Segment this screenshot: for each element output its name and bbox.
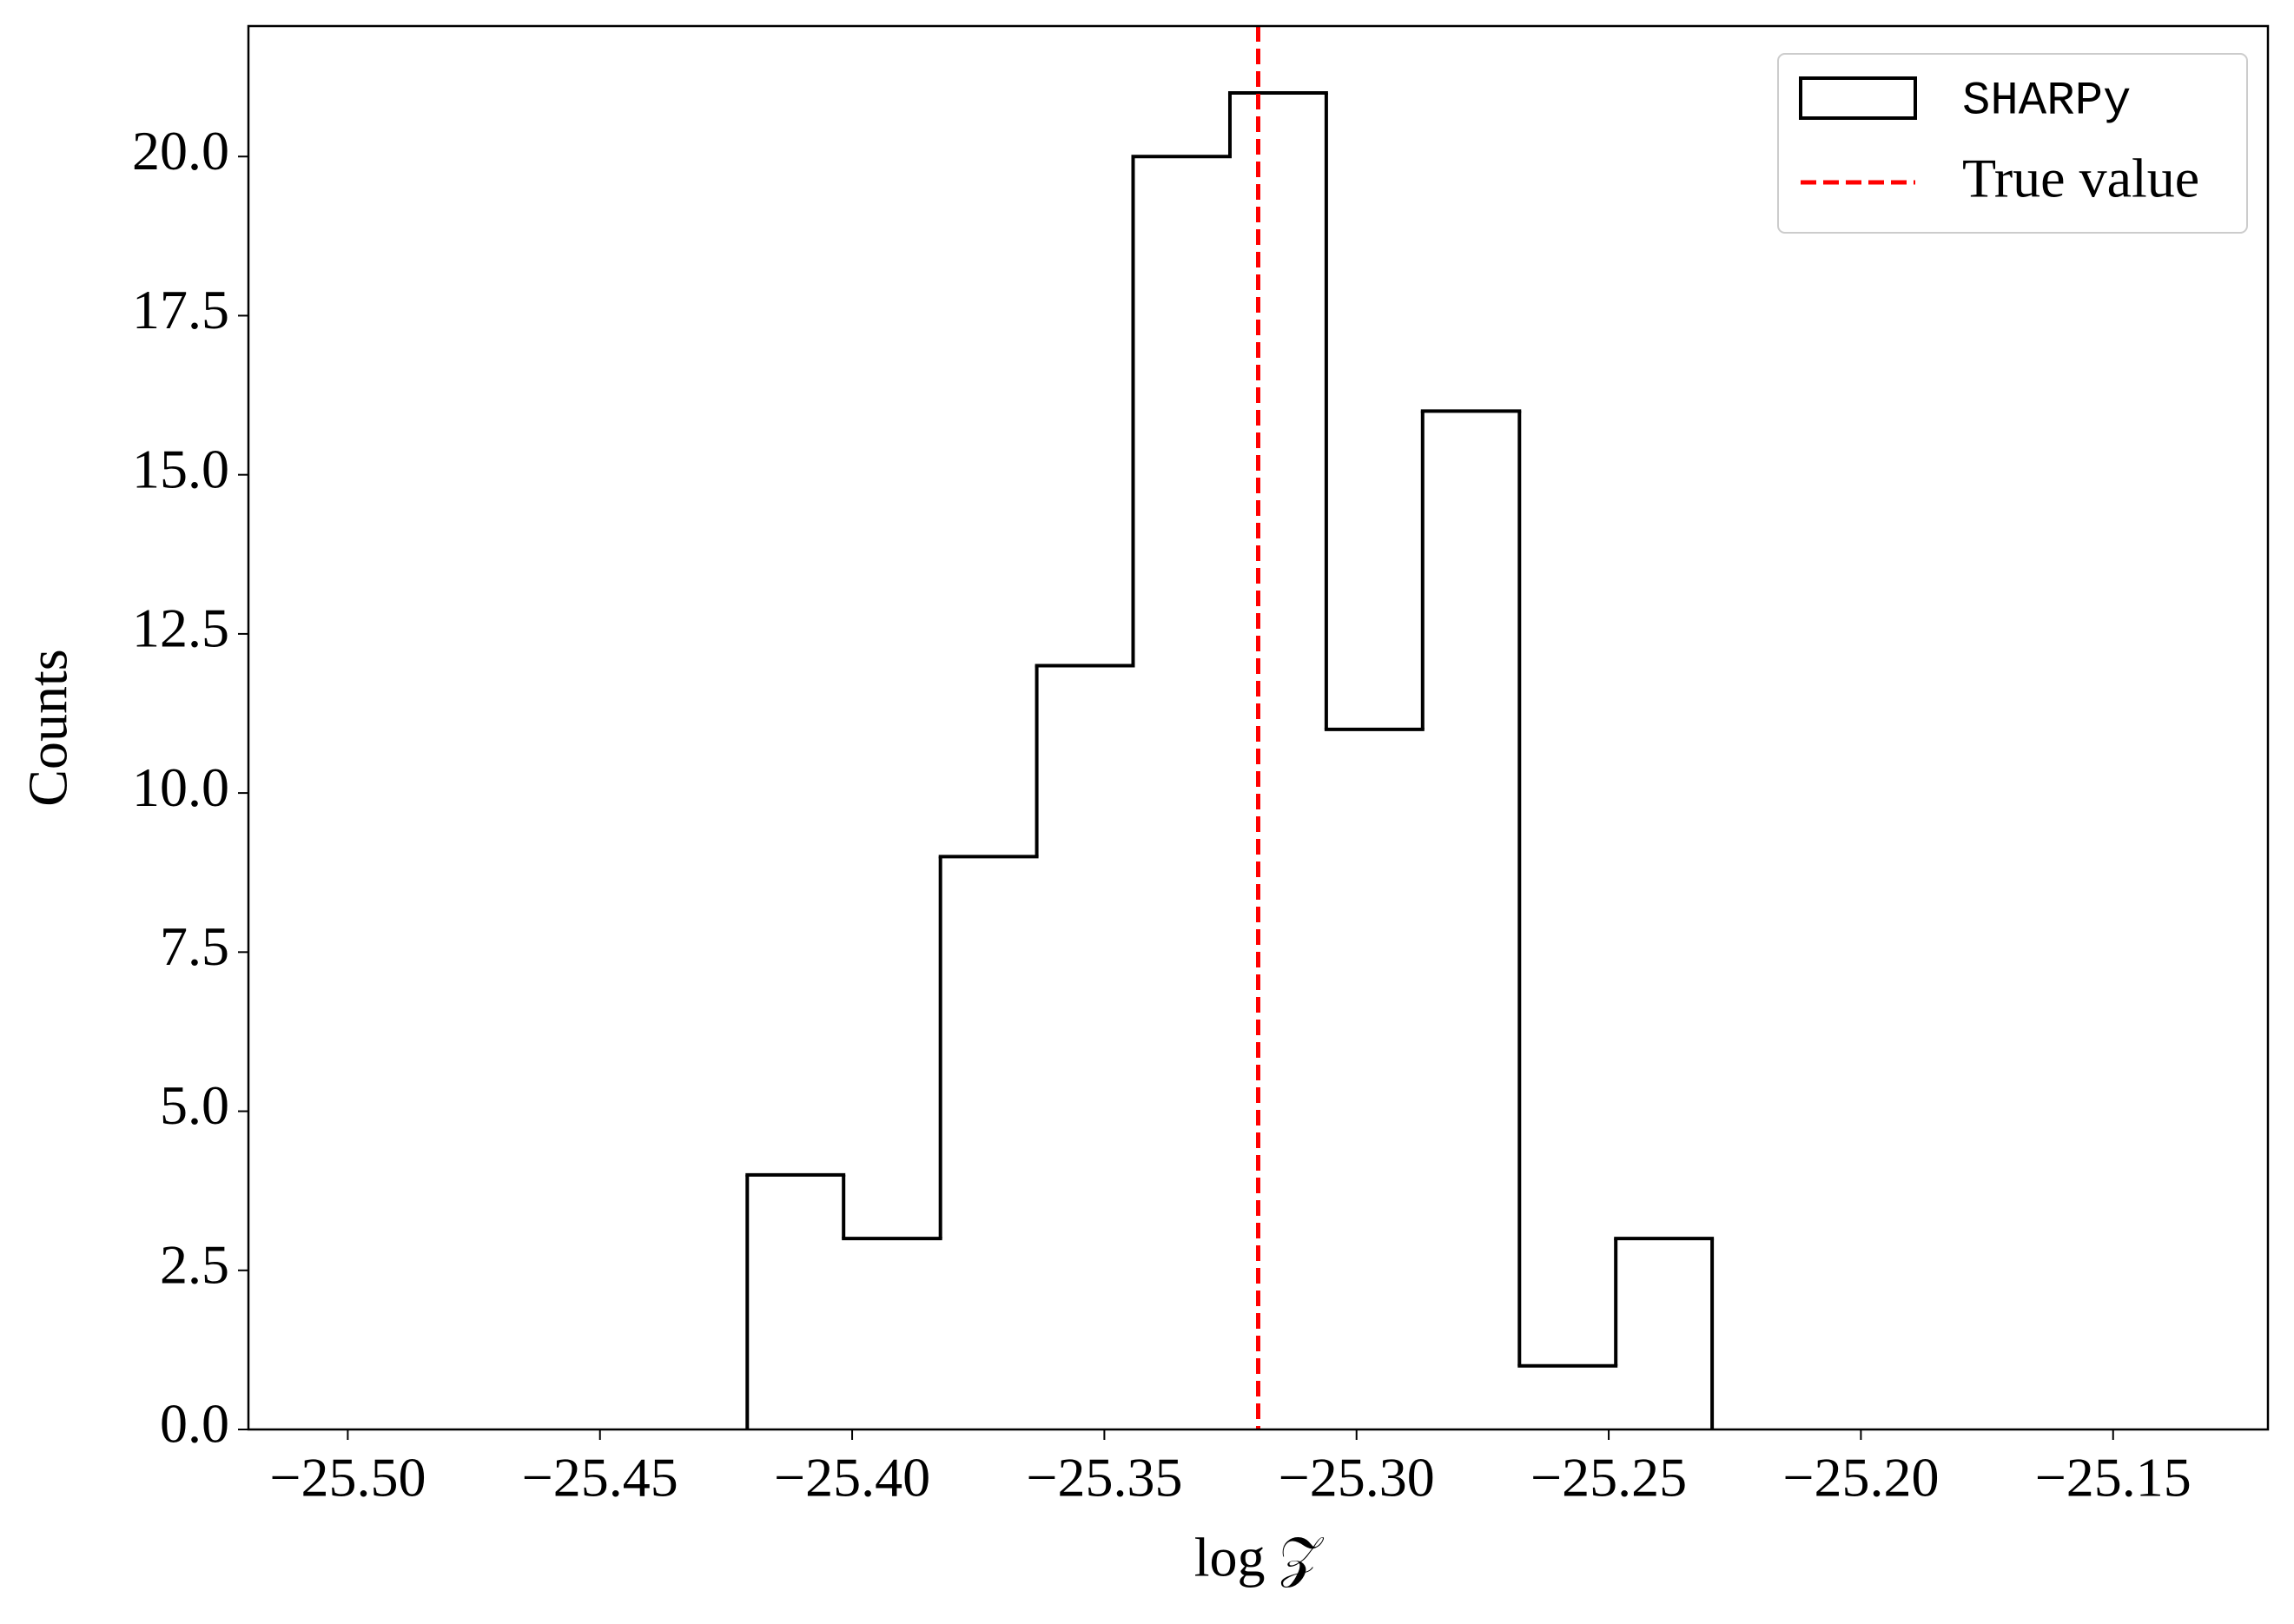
y-tick-label: 10.0 (132, 756, 229, 818)
x-tick-label: −25.45 (522, 1447, 678, 1508)
y-tick-label: 12.5 (132, 597, 229, 659)
legend-box (1777, 53, 2248, 234)
legend-label: True value (1962, 148, 2199, 209)
x-tick-label: −25.50 (269, 1447, 426, 1508)
y-axis-label: Counts (17, 649, 79, 806)
legend-label: SHARPy (1962, 75, 2131, 128)
legend-swatch (1799, 76, 1917, 120)
x-tick-label: −25.30 (1279, 1447, 1435, 1508)
y-tick-label: 20.0 (132, 120, 229, 182)
y-tick-label: 2.5 (160, 1233, 229, 1295)
y-tick-label: 0.0 (160, 1393, 229, 1455)
x-tick-label: −25.25 (1530, 1447, 1687, 1508)
axes-frame (247, 24, 2270, 1431)
y-tick-label: 15.0 (132, 438, 229, 499)
x-axis-label: log 𝒵 (1194, 1527, 1325, 1588)
x-tick-label: −25.35 (1026, 1447, 1182, 1508)
x-tick-label: −25.15 (2035, 1447, 2192, 1508)
y-tick-label: 5.0 (160, 1074, 229, 1136)
x-tick-label: −25.20 (1782, 1447, 1939, 1508)
y-tick-label: 7.5 (160, 915, 229, 977)
y-tick-label: 17.5 (132, 279, 229, 340)
x-tick-label: −25.40 (774, 1447, 930, 1508)
